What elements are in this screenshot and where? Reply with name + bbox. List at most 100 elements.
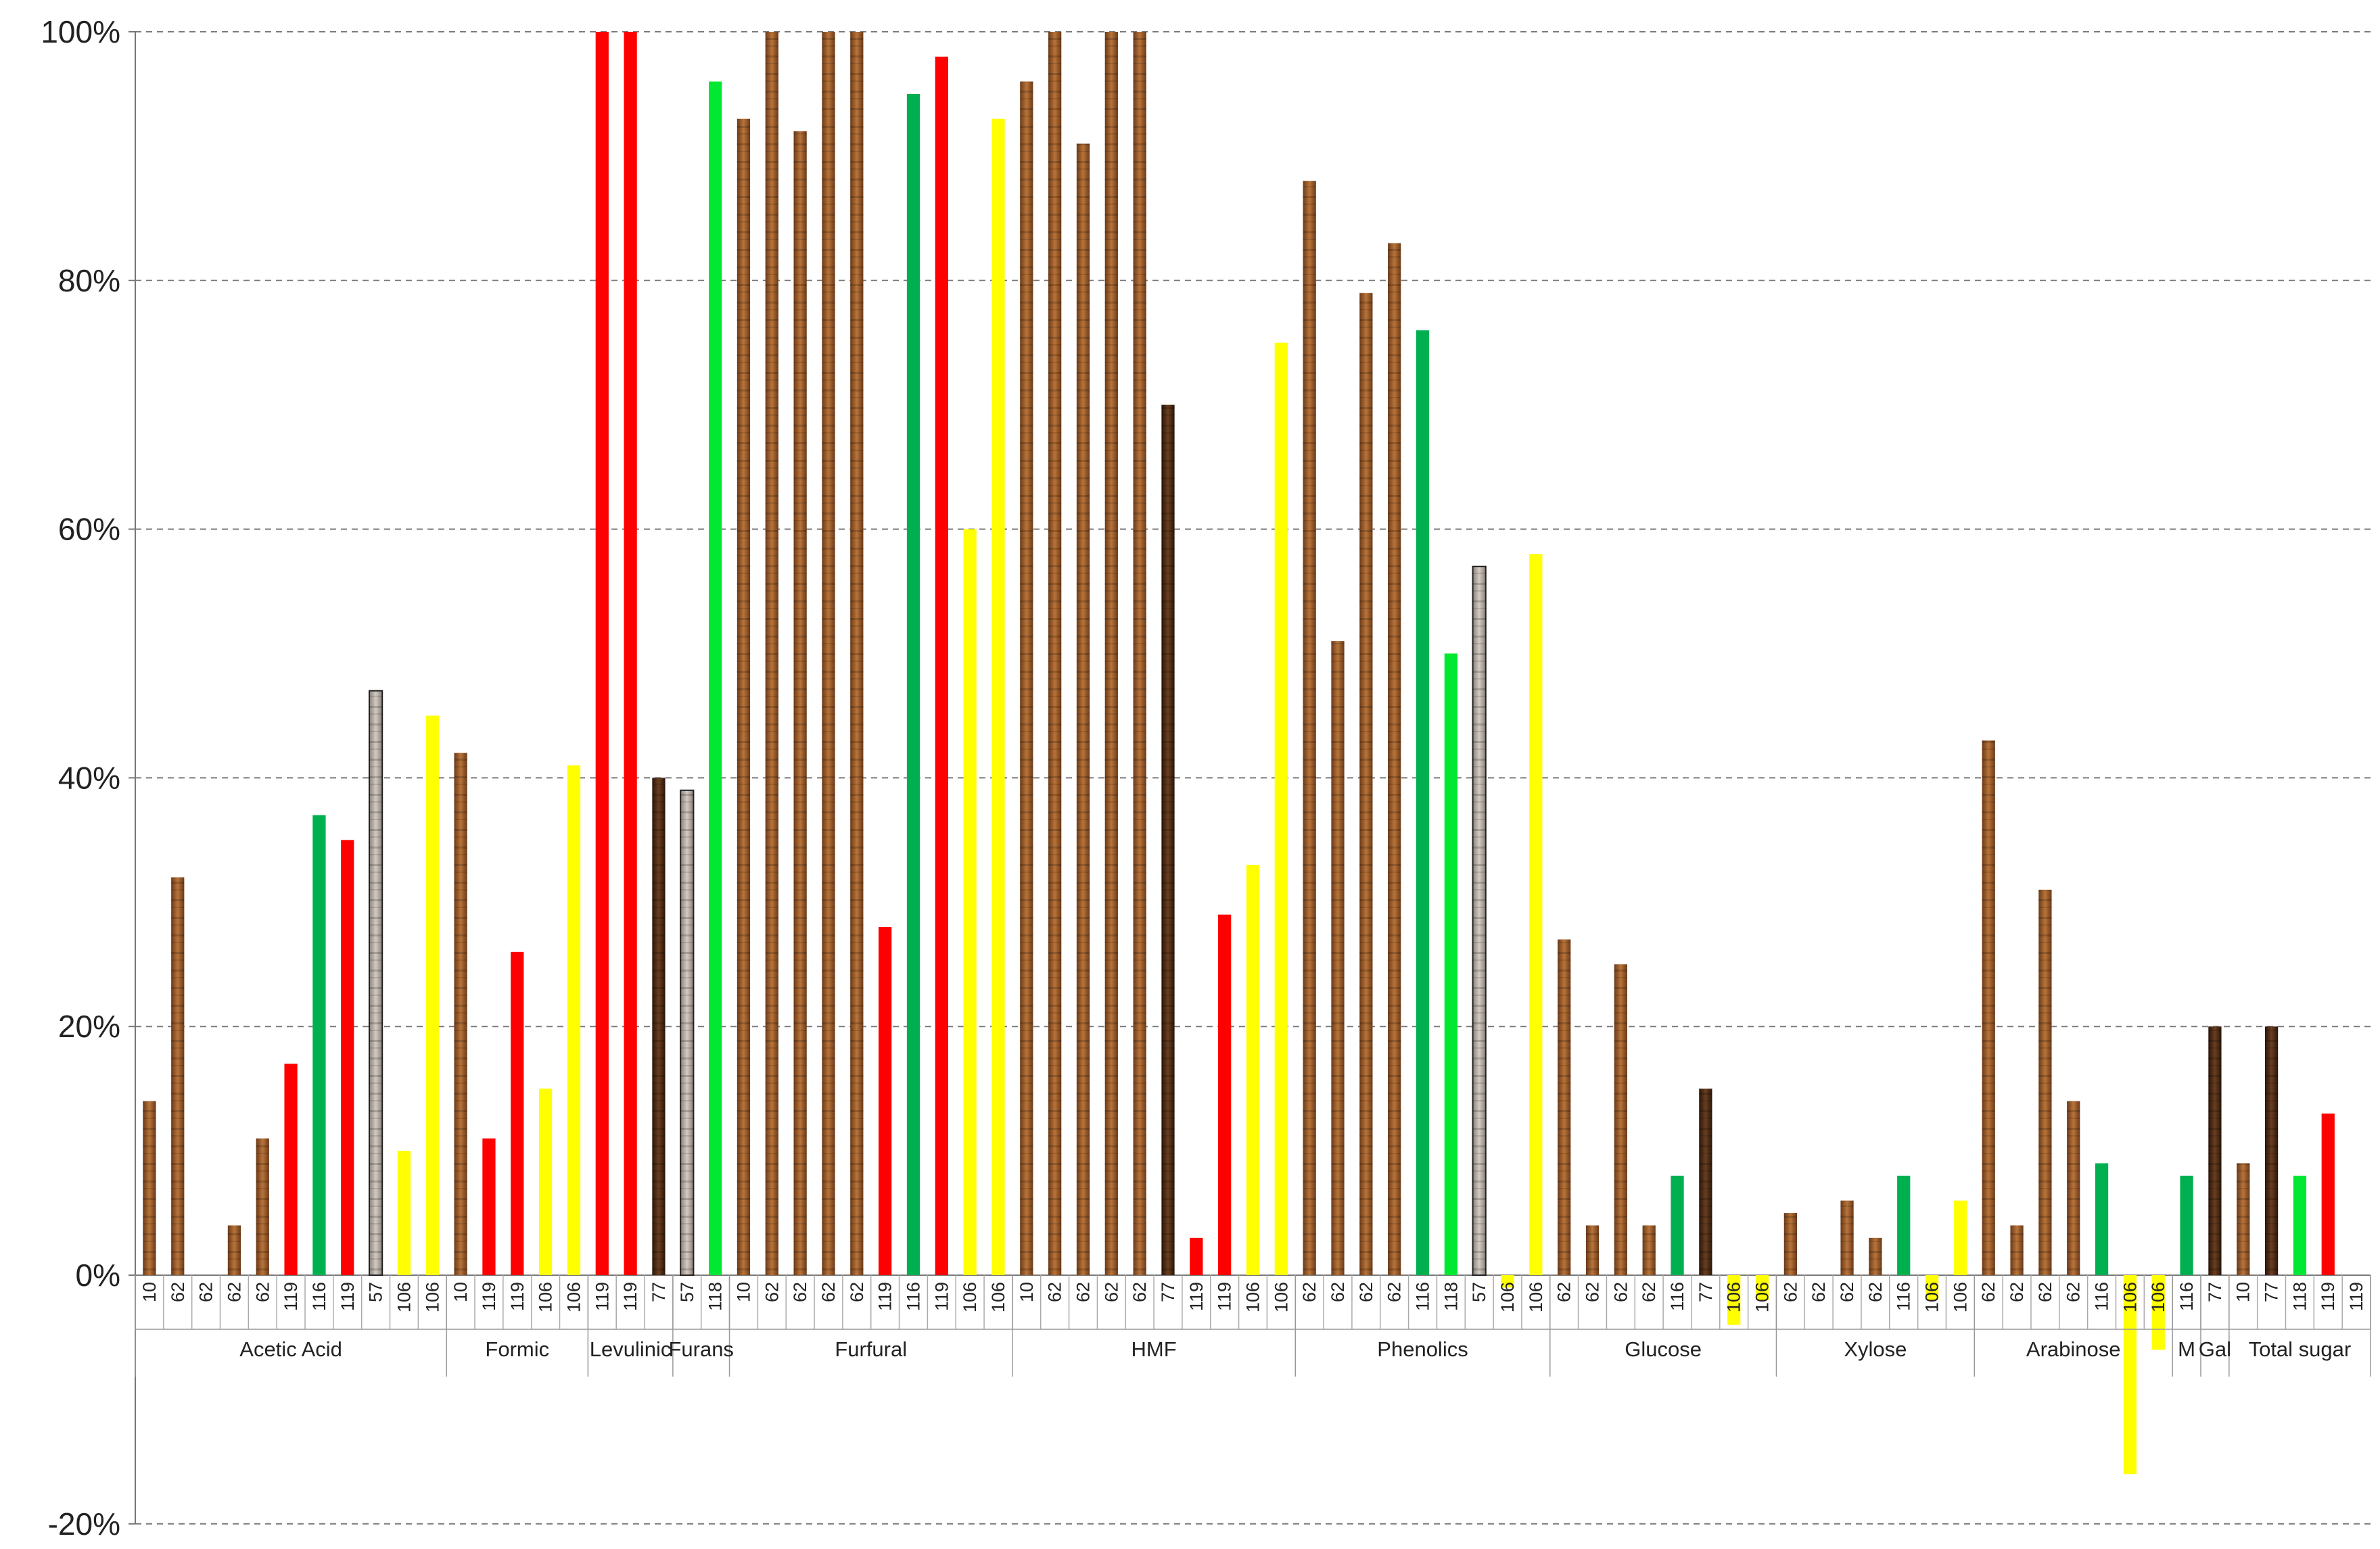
x-tick-label: 62 [196, 1282, 216, 1302]
bar [2293, 1175, 2307, 1275]
x-tick-label: 106 [1526, 1282, 1546, 1312]
bar [425, 715, 439, 1275]
x-tick-label: 62 [1328, 1282, 1348, 1302]
x-tick-label: 106 [988, 1282, 1008, 1312]
x-tick-label: 62 [1865, 1282, 1886, 1302]
x-tick-label: 62 [790, 1282, 810, 1302]
y-axis-ticks: 100% 80% 60% 40% 20% 0% -20% [41, 14, 120, 1542]
bar-texture [143, 1101, 156, 1275]
x-tick-label: 62 [1583, 1282, 1603, 1302]
x-tick-label: 62 [2035, 1282, 2055, 1302]
x-tick-label: 10 [1017, 1282, 1037, 1302]
x-tick-label: 106 [1243, 1282, 1263, 1312]
bar [538, 1089, 553, 1275]
bar-texture [822, 32, 835, 1275]
x-tick-label: 119 [875, 1282, 895, 1311]
bar-texture [1303, 181, 1316, 1276]
group-label: Total sugar [2249, 1337, 2352, 1361]
x-tick-label: 116 [2092, 1282, 2112, 1311]
x-tick-label: 62 [762, 1282, 782, 1302]
x-tick-label: 106 [1497, 1282, 1518, 1312]
bar-texture [1699, 1089, 1712, 1275]
bar-texture [1104, 32, 1118, 1275]
y-tick-label: 40% [58, 760, 120, 795]
x-tick-label: 106 [960, 1282, 980, 1312]
x-tick-label: 116 [1667, 1282, 1687, 1311]
bar [1444, 653, 1457, 1275]
bar [2151, 1275, 2165, 1350]
group-label: Gal [2199, 1337, 2231, 1361]
bar-texture [454, 753, 467, 1275]
x-tick-label: 57 [1469, 1282, 1489, 1302]
bar-texture [1020, 81, 1033, 1275]
x-tick-label: 62 [847, 1282, 867, 1302]
bar-texture [1133, 32, 1146, 1275]
bar-texture [1048, 32, 1062, 1275]
bar [879, 927, 892, 1275]
bar-texture [1614, 964, 1627, 1275]
x-tick-label: 119 [2318, 1282, 2338, 1311]
x-tick-label: 62 [1837, 1282, 1857, 1302]
bar-texture [2067, 1101, 2080, 1275]
bar [482, 1138, 496, 1275]
bar [284, 1064, 298, 1275]
group-label: Furans [668, 1337, 733, 1361]
x-tick-label: 119 [337, 1282, 358, 1311]
bar [1190, 1237, 1203, 1275]
x-tick-label: 62 [2063, 1282, 2084, 1302]
bar [991, 118, 1005, 1276]
bar [397, 1151, 411, 1275]
bar [595, 32, 609, 1275]
x-tick-label: 106 [422, 1282, 442, 1312]
bar-texture [2237, 1163, 2250, 1275]
group-label: Arabinose [2026, 1337, 2121, 1361]
x-tick-label: 62 [252, 1282, 273, 1302]
bar [1755, 1275, 1769, 1300]
bar [1274, 342, 1288, 1275]
bar [1953, 1200, 1967, 1275]
x-tick-label: 119 [592, 1282, 612, 1311]
bar-texture [1869, 1237, 1882, 1275]
x-tick-label: 106 [536, 1282, 556, 1312]
x-tick-label: 57 [366, 1282, 386, 1302]
x-tick-label: 119 [507, 1282, 528, 1311]
bar [1727, 1275, 1741, 1325]
x-tick-label: 119 [1186, 1282, 1207, 1311]
x-tick-label: 10 [450, 1282, 471, 1302]
x-tick-label: 10 [733, 1282, 753, 1302]
bar [1897, 1175, 1911, 1275]
bar-texture [1982, 740, 1995, 1275]
group-label: HMF [1131, 1337, 1176, 1361]
x-tick-label: 119 [2346, 1282, 2366, 1311]
bar [1529, 554, 1543, 1275]
bar-texture [256, 1138, 269, 1275]
y-tick-label: 20% [58, 1009, 120, 1044]
bar [1416, 330, 1430, 1275]
group-label: Glucose [1625, 1337, 1702, 1361]
bar-texture [765, 32, 778, 1275]
bar [2095, 1163, 2109, 1275]
x-tick-label: 119 [1215, 1282, 1235, 1311]
bar-texture [1359, 293, 1373, 1276]
bar [1671, 1175, 1684, 1275]
bar-texture [1840, 1200, 1854, 1275]
x-tick-label: 62 [1809, 1282, 1829, 1302]
group-label: Xylose [1844, 1337, 1907, 1361]
bar [906, 93, 920, 1276]
bar [1218, 914, 1232, 1275]
x-tick-label: 118 [705, 1282, 726, 1311]
x-tick-label: 62 [1978, 1282, 1999, 1302]
bar [2321, 1113, 2335, 1275]
x-tick-label: 116 [1413, 1282, 1433, 1311]
y-tick-label: 0% [76, 1258, 120, 1293]
bar-texture [1076, 143, 1090, 1275]
y-tick-label: -20% [48, 1506, 120, 1542]
x-tick-label: 119 [479, 1282, 499, 1311]
bar-texture [652, 778, 666, 1275]
x-tick-label: 106 [2120, 1282, 2140, 1312]
x-tick-label: 62 [1554, 1282, 1574, 1302]
bar-texture [1585, 1225, 1600, 1275]
bar [511, 951, 524, 1275]
